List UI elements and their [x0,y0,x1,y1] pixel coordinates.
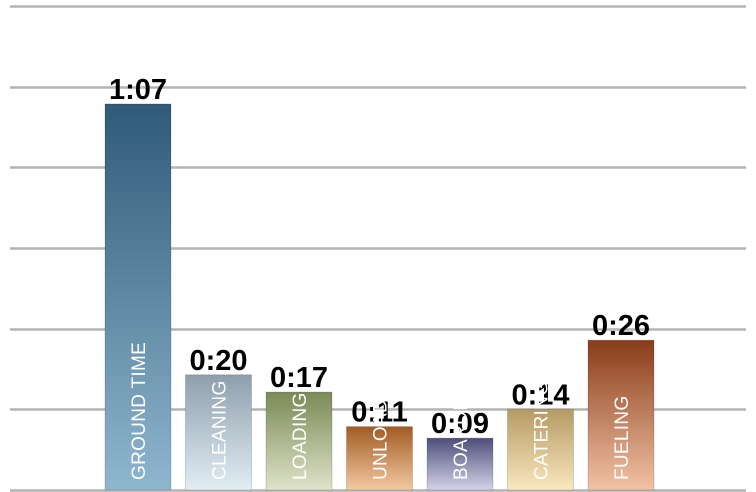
value-label: 0:11 [351,397,407,429]
value-label: 1:07 [109,74,167,106]
category-label: CATERING [532,381,553,480]
category-label: GROUND TIME [129,342,150,480]
category-label: FUELING [612,396,633,480]
category-label: LOADING [290,392,311,480]
category-label: CLEANING [210,380,231,480]
value-label: 0:14 [511,379,569,411]
value-label: 0:09 [431,408,489,440]
category-label: UNLOAD [371,399,392,480]
bar-ground-time [104,103,172,491]
bar-unload [346,426,413,491]
bars [104,103,655,491]
bar-fueling [587,339,655,491]
value-label: 0:26 [592,310,650,342]
bar-catering [507,408,574,491]
bar-boarding [426,437,494,491]
bar-cleaning [185,374,252,491]
bar-loading [265,391,333,491]
value-label: 0:20 [189,345,247,377]
category-label: BOARDING [451,376,472,480]
value-label: 0:17 [270,362,328,394]
